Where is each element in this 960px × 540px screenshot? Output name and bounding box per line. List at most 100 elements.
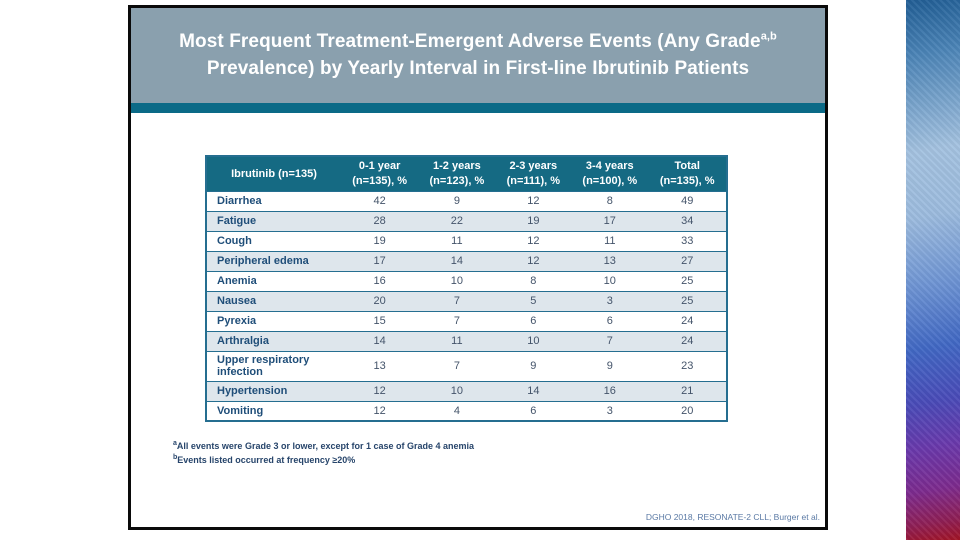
value-cell: 15 <box>341 310 419 332</box>
column-header: 1-2 years (n=123), % <box>418 155 496 192</box>
value-cell: 10 <box>571 270 649 292</box>
slide-content: Ibrutinib (n=135) 0-1 year (n=135), % 1-2 y… <box>131 113 825 527</box>
value-cell: 8 <box>571 190 649 212</box>
value-cell: 3 <box>571 400 649 422</box>
table-head: Ibrutinib (n=135) 0-1 year (n=135), % 1-2 y… <box>206 155 727 192</box>
value-cell: 7 <box>418 350 496 382</box>
value-cell: 24 <box>648 310 727 332</box>
value-cell: 13 <box>341 350 419 382</box>
table-row: Nausea 20 7 5 3 25 <box>206 290 727 312</box>
event-label: Cough <box>206 230 341 252</box>
value-cell: 33 <box>648 230 727 252</box>
value-cell: 14 <box>495 380 572 402</box>
column-header-line2: (n=100), % <box>582 174 638 187</box>
event-label: Vomiting <box>206 400 341 422</box>
event-label: Anemia <box>206 270 341 292</box>
value-cell: 16 <box>341 270 419 292</box>
value-cell: 4 <box>418 400 496 422</box>
slide-title-band: Most Frequent Treatment-Emergent Adverse… <box>131 8 825 103</box>
event-label: Hypertension <box>206 380 341 402</box>
column-header-line1: 2-3 years <box>509 160 558 173</box>
column-header: Ibrutinib (n=135) <box>206 155 341 192</box>
gradient-sidebar <box>906 0 960 540</box>
presentation-slide: Most Frequent Treatment-Emergent Adverse… <box>128 5 828 530</box>
footnote-b-marker: b <box>173 454 178 462</box>
event-label: Nausea <box>206 290 341 312</box>
table-row: Peripheral edema 17 14 12 13 27 <box>206 250 727 272</box>
table-header-row: Ibrutinib (n=135) 0-1 year (n=135), % 1-2 y… <box>206 155 727 192</box>
footnote-a-text: All events were Grade 3 or lower, except… <box>176 441 475 451</box>
value-cell: 12 <box>495 190 572 212</box>
value-cell: 19 <box>495 210 572 232</box>
column-header: 2-3 years (n=111), % <box>495 155 572 192</box>
column-header-line2: (n=123), % <box>429 174 485 187</box>
column-header-line1: 3-4 years <box>585 160 634 173</box>
value-cell: 22 <box>418 210 496 232</box>
value-cell: 6 <box>495 310 572 332</box>
value-cell: 10 <box>418 270 496 292</box>
value-cell: 16 <box>571 380 649 402</box>
slide-title: Most Frequent Treatment-Emergent Adverse… <box>159 29 797 82</box>
footnotes: aAll events were Grade 3 or lower, excep… <box>173 439 474 467</box>
value-cell: 12 <box>495 250 572 272</box>
value-cell: 49 <box>648 190 727 212</box>
slide-title-line1: Most Frequent Treatment-Emergent Adverse… <box>179 30 761 52</box>
value-cell: 21 <box>648 380 727 402</box>
column-header: 3-4 years (n=100), % <box>571 155 649 192</box>
table-row: Diarrhea 42 9 12 8 49 <box>206 190 727 212</box>
column-header-line1: 1-2 years <box>433 160 481 173</box>
value-cell: 12 <box>341 400 419 422</box>
column-header-line1: Total <box>674 160 700 173</box>
value-cell: 11 <box>571 230 649 252</box>
column-header-line1: 0-1 year <box>358 160 401 173</box>
value-cell: 7 <box>571 330 649 352</box>
slide-title-superscript: a,b <box>760 30 777 43</box>
value-cell: 6 <box>495 400 572 422</box>
value-cell: 25 <box>648 270 727 292</box>
column-header-line2: (n=135), % <box>659 174 715 187</box>
event-label: Upper respiratory infection <box>206 350 341 382</box>
column-header-line1: Ibrutinib (n=135) <box>231 167 317 180</box>
value-cell: 24 <box>648 330 727 352</box>
value-cell: 25 <box>648 290 727 312</box>
table-row: Pyrexia 15 7 6 6 24 <box>206 310 727 332</box>
value-cell: 3 <box>571 290 649 312</box>
value-cell: 11 <box>418 230 496 252</box>
event-label: Fatigue <box>206 210 341 232</box>
table-row: Hypertension 12 10 14 16 21 <box>206 380 727 402</box>
value-cell: 7 <box>418 310 496 332</box>
value-cell: 9 <box>418 190 496 212</box>
value-cell: 10 <box>495 330 572 352</box>
accent-bar <box>131 103 825 113</box>
event-label: Peripheral edema <box>206 250 341 272</box>
value-cell: 9 <box>571 350 649 382</box>
value-cell: 34 <box>648 210 727 232</box>
table-row: Fatigue 28 22 19 17 34 <box>206 210 727 232</box>
table-row: Upper respiratory infection 13 7 9 9 23 <box>206 350 727 382</box>
value-cell: 17 <box>571 210 649 232</box>
table-row: Arthralgia 14 11 10 7 24 <box>206 330 727 352</box>
value-cell: 13 <box>571 250 649 272</box>
value-cell: 23 <box>648 350 727 382</box>
column-header-line2: (n=135), % <box>352 174 407 187</box>
value-cell: 42 <box>341 190 419 212</box>
value-cell: 6 <box>571 310 649 332</box>
value-cell: 28 <box>341 210 419 232</box>
table-row: Cough 19 11 12 11 33 <box>206 230 727 252</box>
value-cell: 17 <box>341 250 419 272</box>
column-header: 0-1 year (n=135), % <box>341 155 419 192</box>
value-cell: 11 <box>418 330 496 352</box>
value-cell: 8 <box>495 270 572 292</box>
footnote-a: aAll events were Grade 3 or lower, excep… <box>173 439 474 453</box>
footnote-b: bEvents listed occurred at frequency ≥20… <box>173 453 474 467</box>
slide-title-line2: Prevalence) by Yearly Interval in First-… <box>206 57 750 79</box>
footnote-b-text: Events listed occurred at frequency ≥20% <box>177 455 356 466</box>
event-label: Diarrhea <box>206 190 341 212</box>
adverse-events-table: Ibrutinib (n=135) 0-1 year (n=135), % 1-2 y… <box>205 155 728 423</box>
footnote-a-marker: a <box>173 440 177 447</box>
column-header: Total (n=135), % <box>648 155 727 192</box>
value-cell: 27 <box>648 250 727 272</box>
value-cell: 5 <box>495 290 572 312</box>
value-cell: 9 <box>495 350 572 382</box>
value-cell: 19 <box>341 230 419 252</box>
